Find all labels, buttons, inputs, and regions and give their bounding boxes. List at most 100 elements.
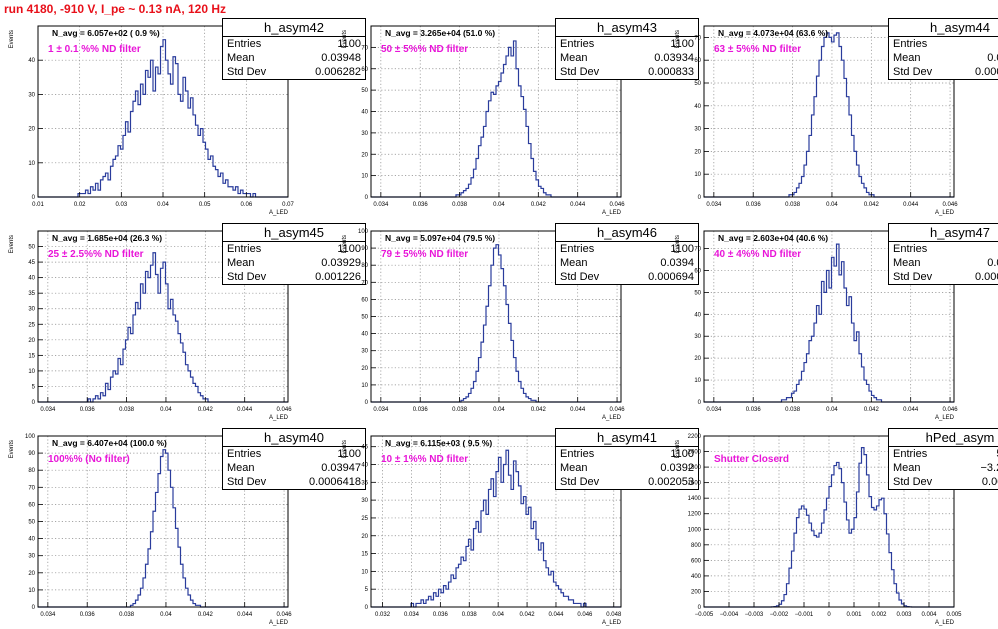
navg-label: N_avg = 1.685e+04 (26.3 %) xyxy=(52,233,162,243)
y-tick-label: 10 xyxy=(28,161,35,167)
y-tick-label: 35 xyxy=(361,480,368,486)
x-tick-label: 0.046 xyxy=(943,407,959,413)
stats-value: 0.001168 xyxy=(982,475,998,489)
y-tick-label: 0 xyxy=(698,605,702,611)
stats-row: Entries50479 xyxy=(889,447,998,461)
x-tick-label: 0.04 xyxy=(492,612,504,618)
x-axis-label: A_LED xyxy=(602,415,622,421)
stats-label: Mean xyxy=(560,256,588,270)
stats-label: Mean xyxy=(560,51,588,65)
y-tick-label: 45 xyxy=(28,260,35,266)
y-tick-label: 70 xyxy=(361,280,368,286)
y-tick-label: 25 xyxy=(361,516,368,522)
x-tick-label: 0.036 xyxy=(80,612,96,618)
y-tick-label: 80 xyxy=(28,468,35,474)
y-tick-label: 35 xyxy=(28,291,35,297)
x-tick-label: 0.01 xyxy=(32,202,44,208)
y-tick-label: 60 xyxy=(361,297,368,303)
x-axis-label: A_LED xyxy=(935,415,955,421)
y-tick-label: 30 xyxy=(361,349,368,355)
x-tick-label: 0.038 xyxy=(785,202,801,208)
stats-label: Mean xyxy=(227,256,255,270)
y-tick-label: 20 xyxy=(28,571,35,577)
x-tick-label: 0.036 xyxy=(80,407,96,413)
x-tick-label: 0.046 xyxy=(610,407,626,413)
y-axis-label: Events xyxy=(342,440,348,458)
navg-label: N_avg = 2.603e+04 (40.6 %) xyxy=(718,233,828,243)
x-tick-label: 0.034 xyxy=(706,407,722,413)
histogram-name: h_asym47 xyxy=(889,224,998,242)
y-tick-label: 0 xyxy=(365,400,369,406)
y-tick-label: 1000 xyxy=(688,527,702,533)
y-tick-label: 30 xyxy=(694,334,701,340)
y-axis-label: Events xyxy=(9,440,15,458)
x-tick-label: 0.05 xyxy=(199,202,211,208)
x-tick-label: 0.036 xyxy=(413,202,429,208)
x-tick-label: −0.005 xyxy=(695,612,714,618)
stats-label: Entries xyxy=(893,37,927,51)
stats-label: Entries xyxy=(227,447,261,461)
x-tick-label: 0.042 xyxy=(198,612,214,618)
y-tick-label: 0 xyxy=(32,605,36,611)
y-tick-label: 40 xyxy=(28,58,35,64)
x-tick-label: 0.046 xyxy=(277,407,293,413)
stats-label: Std Dev xyxy=(560,65,599,79)
y-tick-label: 50 xyxy=(361,315,368,321)
x-tick-label: 0.042 xyxy=(198,407,214,413)
x-tick-label: 0.005 xyxy=(946,612,962,618)
x-tick-label: 0.044 xyxy=(903,202,919,208)
y-axis-label: Events xyxy=(675,235,681,253)
x-tick-label: 0.042 xyxy=(531,407,547,413)
x-tick-label: 0.044 xyxy=(237,612,253,618)
y-tick-label: 50 xyxy=(694,81,701,87)
x-tick-label: 0.042 xyxy=(864,407,880,413)
filter-label: 40 ± 4%% ND filter xyxy=(714,249,801,260)
x-axis-label: A_LED xyxy=(269,620,289,626)
y-tick-label: 90 xyxy=(28,451,35,457)
y-tick-label: 30 xyxy=(361,498,368,504)
x-tick-label: 0.04 xyxy=(160,407,172,413)
x-tick-label: −0.002 xyxy=(770,612,789,618)
y-tick-label: 50 xyxy=(28,520,35,526)
x-tick-label: 0.042 xyxy=(864,202,880,208)
y-tick-label: 20 xyxy=(694,149,701,155)
stats-value: 0.03916 xyxy=(987,51,998,65)
x-tick-label: 0.044 xyxy=(548,612,564,618)
y-tick-label: 1800 xyxy=(688,465,702,471)
y-tick-label: 15 xyxy=(28,353,35,359)
y-tick-label: 60 xyxy=(28,502,35,508)
x-axis-label: A_LED xyxy=(602,620,622,626)
navg-label: N_avg = 6.057e+02 ( 0.9 %) xyxy=(52,28,160,38)
x-tick-label: 0.04 xyxy=(160,612,172,618)
stats-row: Mean−3.2e−06 xyxy=(889,461,998,475)
x-axis-label: A_LED xyxy=(935,210,955,216)
y-tick-label: 1200 xyxy=(688,512,702,518)
stats-box: h_asym44Entries1100Mean0.03916Std Dev0.0… xyxy=(888,18,998,80)
x-tick-label: 0.048 xyxy=(606,612,622,618)
y-tick-label: 40 xyxy=(694,104,701,110)
x-tick-label: 0.044 xyxy=(237,407,253,413)
x-tick-label: 0.042 xyxy=(531,202,547,208)
stats-label: Entries xyxy=(893,447,927,461)
navg-label: N_avg = 6.115e+03 ( 9.5 %) xyxy=(385,438,492,448)
y-tick-label: 100 xyxy=(25,434,36,440)
x-tick-label: 0.034 xyxy=(404,612,420,618)
y-tick-label: 5 xyxy=(32,384,36,390)
y-tick-label: 10 xyxy=(694,378,701,384)
y-tick-label: 600 xyxy=(691,558,702,564)
y-tick-label: 45 xyxy=(361,445,368,451)
y-tick-label: 50 xyxy=(361,88,368,94)
x-tick-label: 0.038 xyxy=(462,612,478,618)
x-axis-label: A_LED xyxy=(602,210,622,216)
y-tick-label: 0 xyxy=(32,400,36,406)
x-tick-label: 0.038 xyxy=(452,407,468,413)
stats-label: Std Dev xyxy=(560,270,599,284)
